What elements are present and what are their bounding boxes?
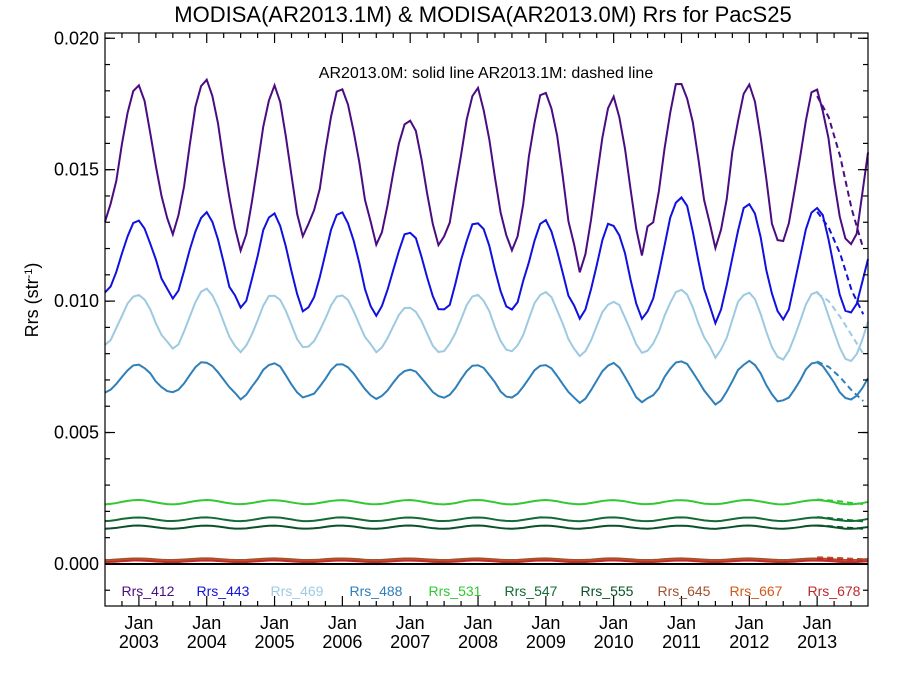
x-tick-month: Jan (124, 613, 153, 633)
x-tick-month: Jan (328, 613, 357, 633)
x-tick-year: 2009 (526, 632, 566, 652)
series-dashed-Rrs_555 (817, 524, 864, 530)
series-line-Rrs_678 (104, 559, 869, 564)
series-line-Rrs_531 (104, 498, 869, 506)
line-style-note: AR2013.0M: solid line AR2013.1M: dashed … (319, 65, 654, 82)
series-dashed-Rrs_531 (817, 498, 864, 506)
series-dashed-Rrs_547 (817, 516, 864, 523)
x-tick-month: Jan (260, 613, 289, 633)
x-tick-year: 2010 (594, 632, 634, 652)
series-line-Rrs_645 (104, 557, 869, 562)
legend-Rrs_469: Rrs_469 (271, 583, 324, 599)
series-dashed-Rrs_443 (816, 211, 865, 315)
x-tick-year: 2007 (390, 632, 430, 652)
series-line-Rrs_443 (104, 195, 869, 327)
y-axis-label: Rrs (str-1) (22, 263, 42, 338)
x-tick-month: Jan (464, 613, 493, 633)
legend-Rrs_547: Rrs_547 (505, 583, 558, 599)
y-axis-label-text: Rrs (str (22, 278, 42, 337)
legend-Rrs_645: Rrs_645 (658, 583, 711, 599)
legend-Rrs_412: Rrs_412 (122, 583, 175, 599)
y-tick-label: 0.000 (54, 554, 99, 574)
axes: 0.0000.0050.0100.0150.020Jan2003Jan2004J… (54, 28, 869, 652)
legend-Rrs_488: Rrs_488 (350, 583, 403, 599)
x-tick-month: Jan (396, 613, 425, 633)
x-tick-month: Jan (735, 613, 764, 633)
legend-Rrs_443: Rrs_443 (197, 583, 250, 599)
x-tick-year: 2011 (662, 632, 701, 652)
y-tick-label: 0.020 (54, 28, 99, 48)
y-tick-label: 0.015 (54, 160, 99, 180)
x-tick-year: 2005 (255, 632, 295, 652)
x-tick-year: 2003 (119, 632, 159, 652)
svg-text:Rrs (str-1): Rrs (str-1) (22, 263, 42, 338)
x-tick-month: Jan (531, 613, 560, 633)
legend: Rrs_412 Rrs_443 Rrs_469 Rrs_488 Rrs_531 Rrs_5… (122, 583, 861, 599)
x-tick-month: Jan (599, 613, 628, 633)
chart-title: MODISA(AR2013.1M) & MODISA(AR2013.0M) Rr… (174, 2, 791, 27)
x-tick-year: 2006 (322, 632, 362, 652)
plot-lines (104, 77, 869, 564)
legend-Rrs_555: Rrs_555 (581, 583, 634, 599)
x-tick-month: Jan (667, 613, 696, 633)
series-dashed-Rrs_412 (816, 95, 865, 249)
x-tick-year: 2004 (187, 632, 227, 652)
x-tick-month: Jan (803, 613, 832, 633)
x-tick-month: Jan (192, 613, 221, 633)
series-line-Rrs_555 (104, 524, 869, 530)
series-dashed-Rrs_469 (816, 292, 865, 355)
x-tick-year: 2008 (458, 632, 498, 652)
series-dashed-Rrs_488 (816, 360, 864, 402)
series-line-Rrs_469 (104, 287, 869, 363)
legend-Rrs_531: Rrs_531 (429, 583, 482, 599)
x-tick-year: 2012 (729, 632, 769, 652)
x-tick-year: 2013 (797, 632, 837, 652)
legend-Rrs_667: Rrs_667 (730, 583, 783, 599)
y-axis-label-close: ) (22, 263, 42, 269)
legend-Rrs_678: Rrs_678 (808, 583, 861, 599)
y-tick-label: 0.005 (54, 423, 99, 443)
series-dashed-Rrs_678 (817, 557, 864, 562)
series-line-Rrs_547 (104, 516, 869, 523)
y-tick-label: 0.010 (54, 291, 99, 311)
plot-frame (104, 32, 869, 607)
series-line-Rrs_412 (104, 77, 869, 273)
y-axis-label-sup: -1 (23, 269, 35, 279)
series-line-Rrs_488 (104, 359, 869, 406)
